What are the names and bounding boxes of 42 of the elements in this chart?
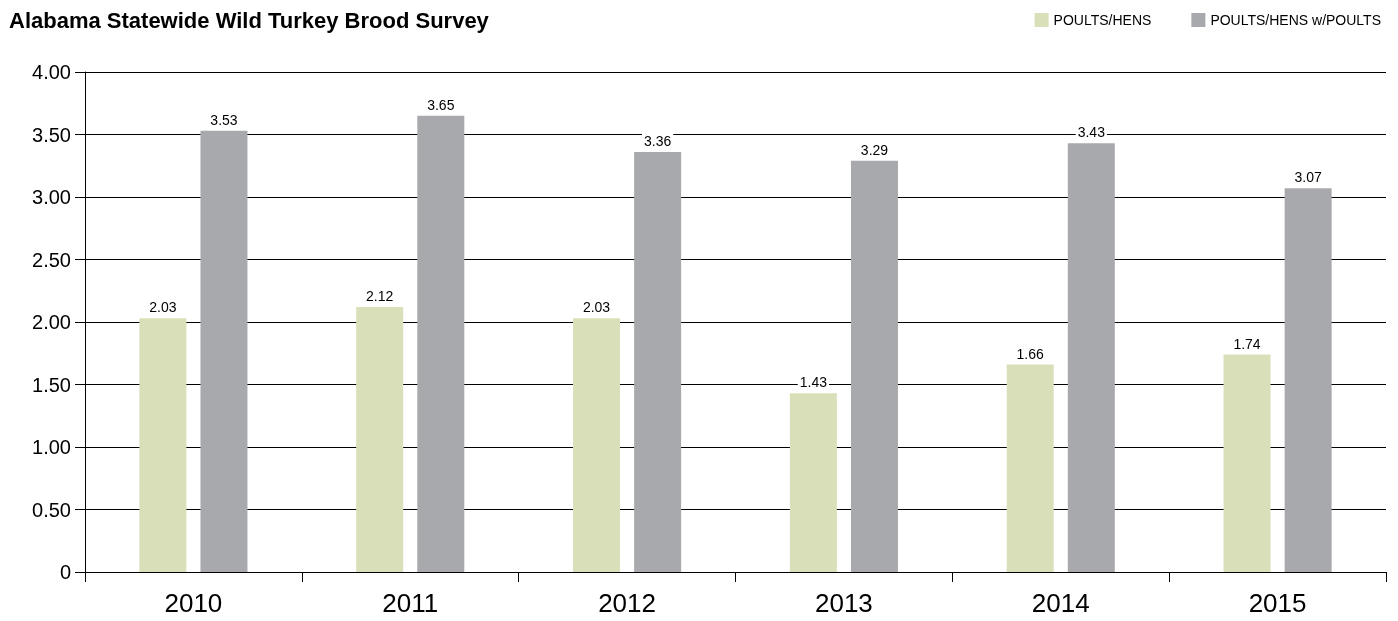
bar (789, 393, 837, 572)
data-label: 1.43 (799, 374, 828, 391)
data-label: 3.29 (860, 141, 889, 158)
bar (850, 160, 898, 572)
bar (1284, 188, 1332, 572)
x-tick-label: 2010 (164, 588, 223, 618)
y-tick-label: 3.50 (32, 123, 71, 146)
data-label: 2.03 (582, 299, 611, 316)
chart-title: Alabama Statewide Wild Turkey Brood Survey (9, 7, 490, 33)
data-label: 2.12 (366, 288, 394, 304)
data-label: 2.03 (149, 299, 177, 316)
bar (634, 152, 682, 572)
data-label: 3.07 (1294, 169, 1322, 186)
y-tick-label: 1.50 (32, 373, 71, 396)
bar (1067, 143, 1115, 572)
y-tick-label: 2.00 (32, 311, 71, 333)
data-label: 1.74 (1233, 335, 1261, 352)
x-tick-label: 2012 (598, 588, 657, 618)
x-tick-label: 2013 (814, 588, 873, 618)
data-label: 3.65 (427, 96, 455, 113)
data-label: 3.36 (644, 133, 672, 149)
bar (1006, 364, 1054, 572)
x-tick-label: 2011 (382, 588, 439, 618)
y-tick-label: 2.50 (32, 248, 71, 271)
bar (573, 318, 621, 572)
legend-label: POULTS/HENS (1053, 12, 1152, 28)
y-tick-label: 4.00 (32, 61, 71, 83)
data-label: 3.53 (210, 111, 238, 128)
y-tick-label: 1.00 (32, 436, 71, 458)
x-tick-label: 2015 (1248, 588, 1307, 618)
bar (200, 130, 248, 572)
y-tick-label: 0 (59, 561, 71, 583)
data-label: 1.66 (1016, 345, 1045, 362)
bar (356, 307, 404, 572)
x-tick-label: 2014 (1031, 588, 1090, 618)
bar (139, 318, 187, 572)
bar (1223, 354, 1271, 572)
y-tick-label: 0.50 (32, 498, 71, 521)
data-label: 3.43 (1077, 124, 1106, 141)
y-tick-label: 3.00 (32, 186, 71, 208)
bar (417, 115, 465, 572)
legend-label: POULTS/HENS w/POULTS (1210, 12, 1381, 28)
